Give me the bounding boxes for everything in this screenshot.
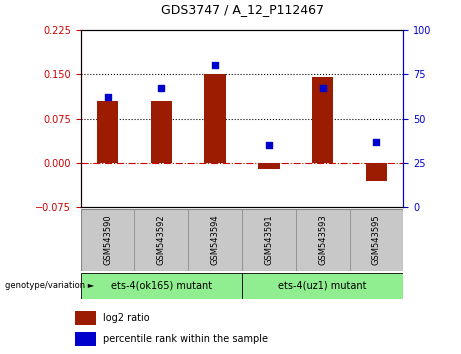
Bar — [188, 209, 242, 271]
Point — [104, 95, 111, 100]
Point — [319, 86, 326, 91]
Text: log2 ratio: log2 ratio — [102, 313, 149, 323]
Bar — [204, 74, 226, 163]
Bar — [81, 273, 242, 299]
Text: GSM543592: GSM543592 — [157, 215, 166, 265]
Text: ets-4(ok165) mutant: ets-4(ok165) mutant — [111, 281, 212, 291]
Text: ets-4(uz1) mutant: ets-4(uz1) mutant — [278, 281, 367, 291]
Bar — [151, 101, 172, 163]
Bar — [312, 77, 333, 163]
Text: GSM543590: GSM543590 — [103, 215, 112, 265]
Point — [265, 142, 272, 148]
Text: GSM543593: GSM543593 — [318, 215, 327, 265]
Point — [158, 86, 165, 91]
Text: GSM543594: GSM543594 — [211, 215, 219, 265]
Bar — [366, 163, 387, 181]
Point — [212, 63, 219, 68]
Bar — [81, 209, 135, 271]
Bar — [75, 312, 96, 325]
Bar — [296, 209, 349, 271]
Text: percentile rank within the sample: percentile rank within the sample — [102, 334, 267, 344]
Bar — [75, 332, 96, 346]
Text: GSM543591: GSM543591 — [265, 215, 273, 265]
Text: genotype/variation ►: genotype/variation ► — [5, 281, 94, 290]
Bar — [258, 163, 280, 169]
Text: GSM543595: GSM543595 — [372, 215, 381, 265]
Bar — [135, 209, 188, 271]
Point — [373, 139, 380, 144]
Bar — [242, 209, 296, 271]
Bar — [97, 101, 118, 163]
Bar — [242, 273, 403, 299]
Text: GDS3747 / A_12_P112467: GDS3747 / A_12_P112467 — [160, 3, 324, 16]
Bar — [349, 209, 403, 271]
